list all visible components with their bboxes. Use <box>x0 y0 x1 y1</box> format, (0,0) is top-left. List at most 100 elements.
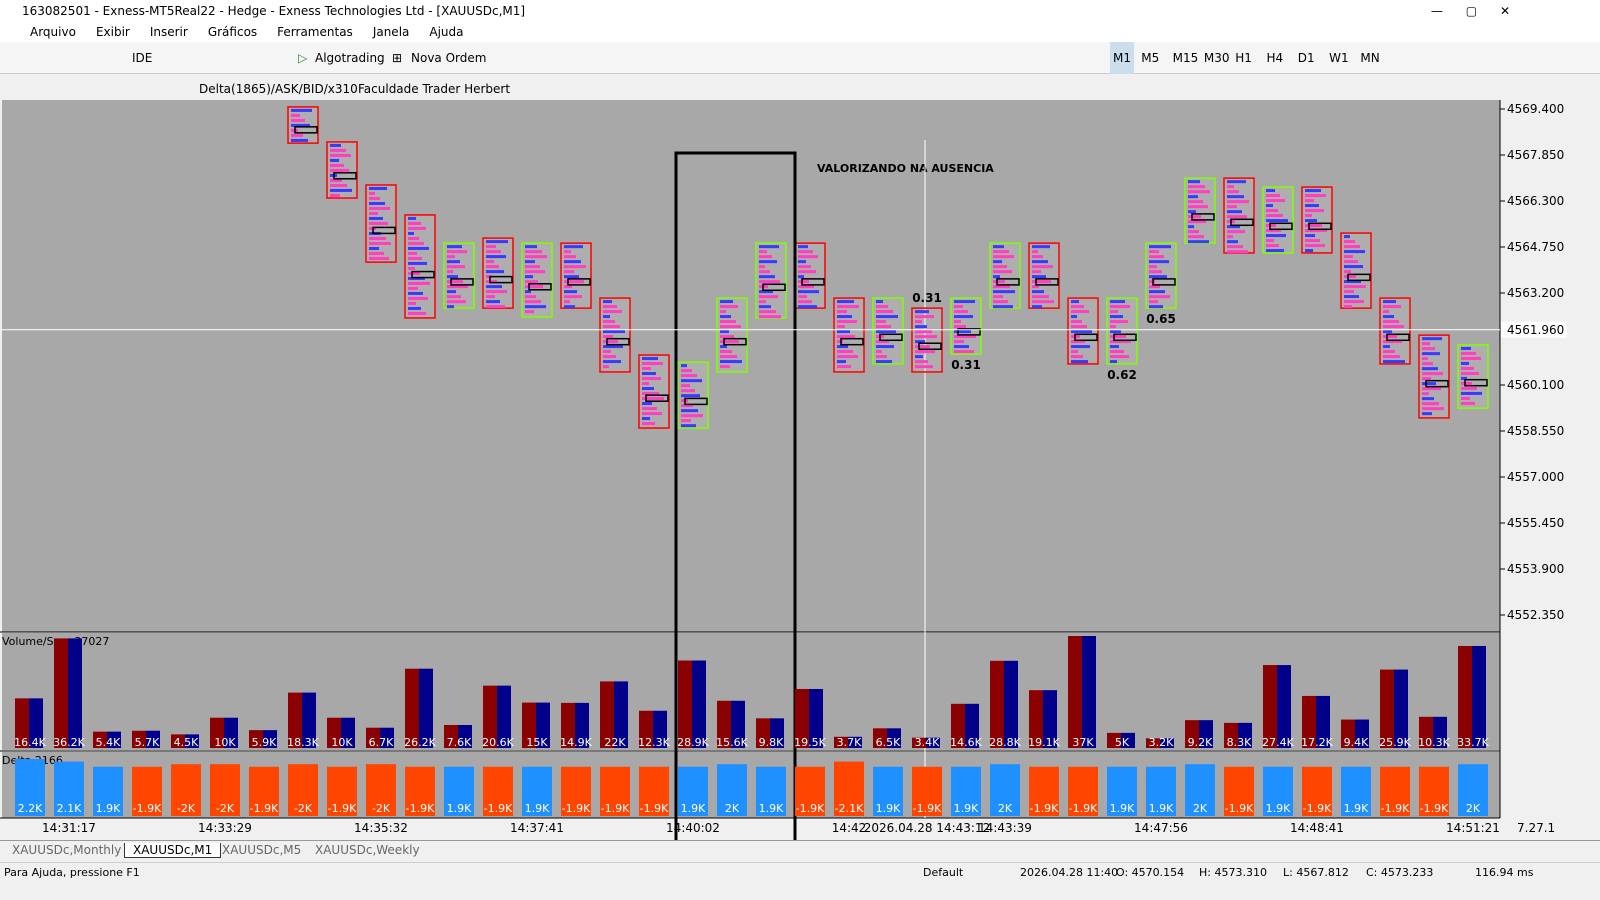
timeframe-button[interactable]: M30 <box>1203 51 1230 65</box>
footprint-row <box>408 301 416 305</box>
new-order-button[interactable]: Nova Ordem <box>411 51 487 65</box>
volume-label: 28.9K <box>677 736 709 749</box>
menu-item[interactable]: Janela <box>372 25 410 39</box>
timeframe-button[interactable]: M5 <box>1141 51 1160 65</box>
footprint-row <box>876 315 898 319</box>
menu-item[interactable]: Inserir <box>149 25 188 39</box>
footprint-row <box>876 305 888 309</box>
timeframe-button[interactable]: H4 <box>1266 51 1284 65</box>
poc-box <box>1074 333 1098 342</box>
timeframe-button[interactable]: W1 <box>1329 51 1349 65</box>
poc-box <box>372 226 396 235</box>
footprint-row <box>447 250 467 254</box>
footprint-row <box>603 350 611 354</box>
footprint-row <box>1188 195 1198 199</box>
delta-bar <box>1458 764 1488 816</box>
footprint-row <box>1149 250 1159 254</box>
delta-bar <box>15 759 45 816</box>
footprint-row <box>408 241 424 245</box>
volume-label: 36.2K <box>53 736 85 749</box>
footprint-row <box>642 412 662 416</box>
timeframe-button[interactable]: D1 <box>1297 51 1315 65</box>
footprint-row <box>837 365 851 369</box>
poc-box <box>801 278 825 286</box>
footprint-row <box>1422 402 1439 406</box>
menu-item[interactable]: Ajuda <box>429 25 464 39</box>
volume-bar-sell <box>366 727 380 748</box>
footprint-row <box>564 270 574 274</box>
footprint-row <box>681 414 703 418</box>
delta-bar <box>249 766 279 816</box>
chart-tab[interactable]: XAUUSDc,Weekly <box>315 843 420 857</box>
footprint-row <box>1149 255 1164 259</box>
footprint-row <box>408 291 423 295</box>
volume-label: 9.2K <box>1188 736 1213 749</box>
footprint-row <box>1461 346 1471 350</box>
delta-label: 2K <box>998 802 1013 815</box>
footprint-row <box>486 285 502 289</box>
volume-bar-sell <box>522 702 536 748</box>
menu-item[interactable]: Gráficos <box>207 25 258 39</box>
footprint-row <box>603 330 625 334</box>
footprint-row <box>837 320 857 324</box>
chart-tab[interactable]: XAUUSDc,M1 <box>124 843 222 858</box>
footprint-row <box>759 300 766 304</box>
footprint-row <box>1188 205 1208 209</box>
volume-bar-buy <box>1394 669 1408 748</box>
footprint-row <box>369 241 391 245</box>
timeframe-button[interactable]: MN <box>1360 51 1380 65</box>
volume-bar-sell <box>951 703 965 748</box>
delta-bar <box>522 766 552 816</box>
timeframe-button[interactable]: M1 <box>1110 42 1134 74</box>
time-label: 14:48:41 <box>1290 821 1344 835</box>
footprint-row <box>408 246 429 250</box>
footprint-row <box>408 236 419 240</box>
footprint-row <box>1032 290 1044 294</box>
footprint-row <box>1461 401 1475 405</box>
volume-bar-buy <box>380 727 394 748</box>
menu-item[interactable]: Arquivo <box>30 25 76 39</box>
poc-box <box>762 283 786 292</box>
footprint-row <box>837 305 859 309</box>
delta-label: 1.9K <box>447 802 472 815</box>
volume-label: 37K <box>1072 736 1094 749</box>
volume-bar-buy <box>1316 695 1330 748</box>
footprint-row <box>1266 244 1279 248</box>
footprint-row <box>1266 224 1276 228</box>
footprint-row <box>1344 300 1364 304</box>
algotrading-button[interactable]: Algotrading <box>315 51 385 65</box>
title-bar: 163082501 - Exness-MT5Real22 - Hedge - E… <box>0 0 1600 22</box>
window-controls[interactable]: — ▢ ✕ <box>1430 4 1510 18</box>
delta-bar <box>990 764 1020 816</box>
volume-label: 9.4K <box>1344 736 1369 749</box>
footprint-row <box>1383 345 1390 349</box>
footprint-row <box>876 310 893 314</box>
footprint-row <box>1110 355 1129 359</box>
footprint-row <box>1422 352 1440 356</box>
volume-bar-buy <box>224 717 238 748</box>
volume-label: 3.2K <box>1149 736 1174 749</box>
footprint-row <box>642 362 663 366</box>
footprint-row <box>1344 270 1351 274</box>
footprint-row <box>1422 367 1438 371</box>
footprint-row <box>993 290 1015 294</box>
footprint-row <box>447 295 461 299</box>
timeframe-button[interactable]: M15 <box>1172 51 1199 65</box>
price-label: 4567.850 <box>1507 148 1564 162</box>
menu-item[interactable]: Ferramentas <box>277 25 353 39</box>
footprint-row <box>525 285 543 289</box>
chart-tab[interactable]: XAUUSDc,M5 <box>222 843 302 857</box>
menu-item[interactable]: Exibir <box>95 25 130 39</box>
footprint-row <box>486 245 496 249</box>
chart-tab[interactable]: XAUUSDc,Monthly <box>12 843 122 857</box>
ide-button[interactable]: IDE <box>132 51 153 65</box>
footprint-row <box>1461 361 1469 365</box>
footprint-row <box>1227 210 1242 214</box>
volume-bar-buy <box>29 698 43 748</box>
footprint-row <box>798 305 817 309</box>
footprint-row <box>486 260 494 264</box>
volume-label: 9.8K <box>759 736 784 749</box>
footprint-row <box>876 340 889 344</box>
timeframe-button[interactable]: H1 <box>1235 51 1252 65</box>
poc-box <box>840 337 864 346</box>
